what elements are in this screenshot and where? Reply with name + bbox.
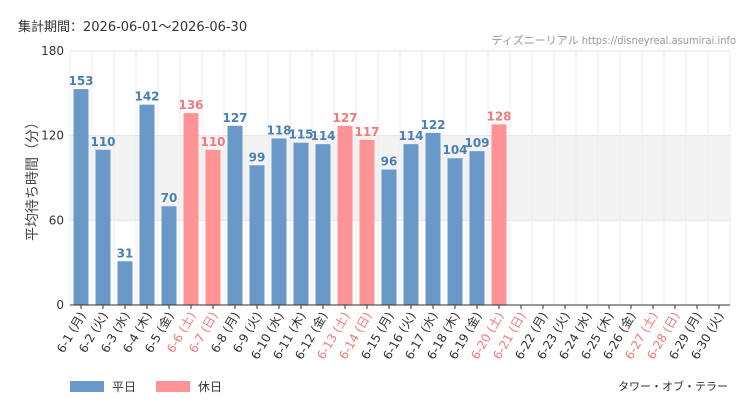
y-tick-label: 0	[56, 298, 64, 312]
value-label: 31	[117, 246, 134, 260]
bars	[73, 89, 507, 306]
value-label: 110	[200, 135, 225, 149]
value-label: 122	[420, 118, 445, 132]
legend-item-holiday: 休日	[156, 378, 222, 395]
legend-swatch-holiday	[156, 381, 191, 392]
legend-label-weekday: 平日	[112, 380, 137, 394]
bar-6-9 (火)	[249, 165, 265, 305]
value-label: 96	[381, 155, 398, 169]
bar-6-20 (土)	[491, 124, 507, 305]
bar-6-1 (月)	[73, 89, 89, 305]
bar-6-10 (水)	[271, 138, 287, 305]
y-axis-ticks: 0 60 120 180	[41, 44, 64, 312]
y-tick-label: 180	[41, 44, 64, 58]
legend-swatch-weekday	[70, 381, 104, 392]
bar-6-18 (木)	[447, 158, 463, 305]
value-label: 128	[486, 109, 511, 123]
y-tick-label: 120	[41, 129, 64, 143]
value-label: 118	[266, 123, 291, 137]
value-label: 142	[134, 90, 159, 104]
value-labels: 1531103114270136110127991181151141271179…	[68, 74, 511, 260]
value-label: 136	[178, 98, 203, 112]
bar-6-11 (木)	[293, 142, 309, 305]
y-axis-label: 平均待ち時間（分）	[25, 115, 41, 241]
bar-6-6 (土)	[183, 113, 199, 305]
value-label: 104	[442, 143, 467, 157]
value-label: 153	[68, 74, 93, 88]
bar-6-13 (土)	[337, 125, 353, 306]
x-axis-ticks: 6-1 (月)6-2 (火)6-3 (水)6-4 (木)6-5 (金)6-6 (…	[54, 305, 727, 362]
legend-item-weekday: 平日	[70, 378, 136, 395]
value-label: 127	[222, 111, 247, 125]
bar-6-15 (月)	[381, 169, 397, 305]
bar-6-19 (金)	[469, 151, 485, 305]
bar-6-16 (火)	[403, 144, 419, 305]
value-label: 110	[90, 135, 115, 149]
value-label: 109	[464, 136, 489, 150]
legend-label-holiday: 休日	[198, 380, 223, 394]
value-label: 99	[249, 150, 266, 164]
bar-6-8 (月)	[227, 125, 243, 306]
bar-6-17 (水)	[425, 132, 441, 305]
bar-6-7 (日)	[205, 149, 221, 305]
y-tick-label: 60	[49, 213, 64, 227]
value-label: 114	[398, 129, 423, 143]
bar-6-5 (金)	[161, 206, 177, 305]
value-label: 117	[354, 125, 379, 139]
value-label: 70	[161, 191, 178, 205]
value-label: 127	[332, 111, 357, 125]
grid-lines	[69, 50, 731, 305]
value-label: 115	[288, 128, 313, 142]
bar-6-2 (火)	[95, 149, 111, 305]
bar-6-4 (木)	[139, 104, 155, 305]
legend: 平日 休日	[70, 378, 242, 395]
bar-6-3 (水)	[117, 261, 133, 305]
attraction-name: タワー・オブ・テラー	[618, 380, 728, 393]
value-label: 114	[310, 129, 335, 143]
period-label: 集計期間：2026-06-01〜2026-06-30	[18, 20, 248, 35]
bar-6-12 (金)	[315, 144, 331, 305]
site-credit: ディズニーリアル https://disneyreal.asumirai.inf…	[491, 34, 736, 47]
bar-6-14 (日)	[359, 139, 375, 305]
